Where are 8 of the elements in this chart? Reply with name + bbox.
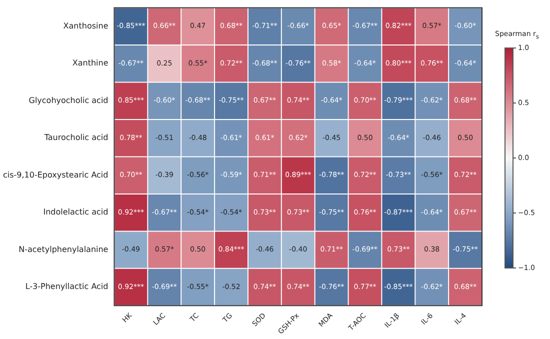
y-tick-label: Xanthosine xyxy=(63,21,108,30)
y-tick-label: Taurocholic acid xyxy=(43,133,108,142)
y-tick-label: Glycohyocholic acid xyxy=(28,96,108,105)
y-tick-label: Indolelactic acid xyxy=(43,208,108,217)
y-tick-label: N-acetylphenylalanine xyxy=(18,244,108,254)
y-tick-label: Xanthine xyxy=(72,58,108,68)
y-tick-label: cis-9,10-Epoxystearic Acid xyxy=(2,170,108,180)
y-tick-label: L-3-Phenyllactic Acid xyxy=(25,282,108,292)
